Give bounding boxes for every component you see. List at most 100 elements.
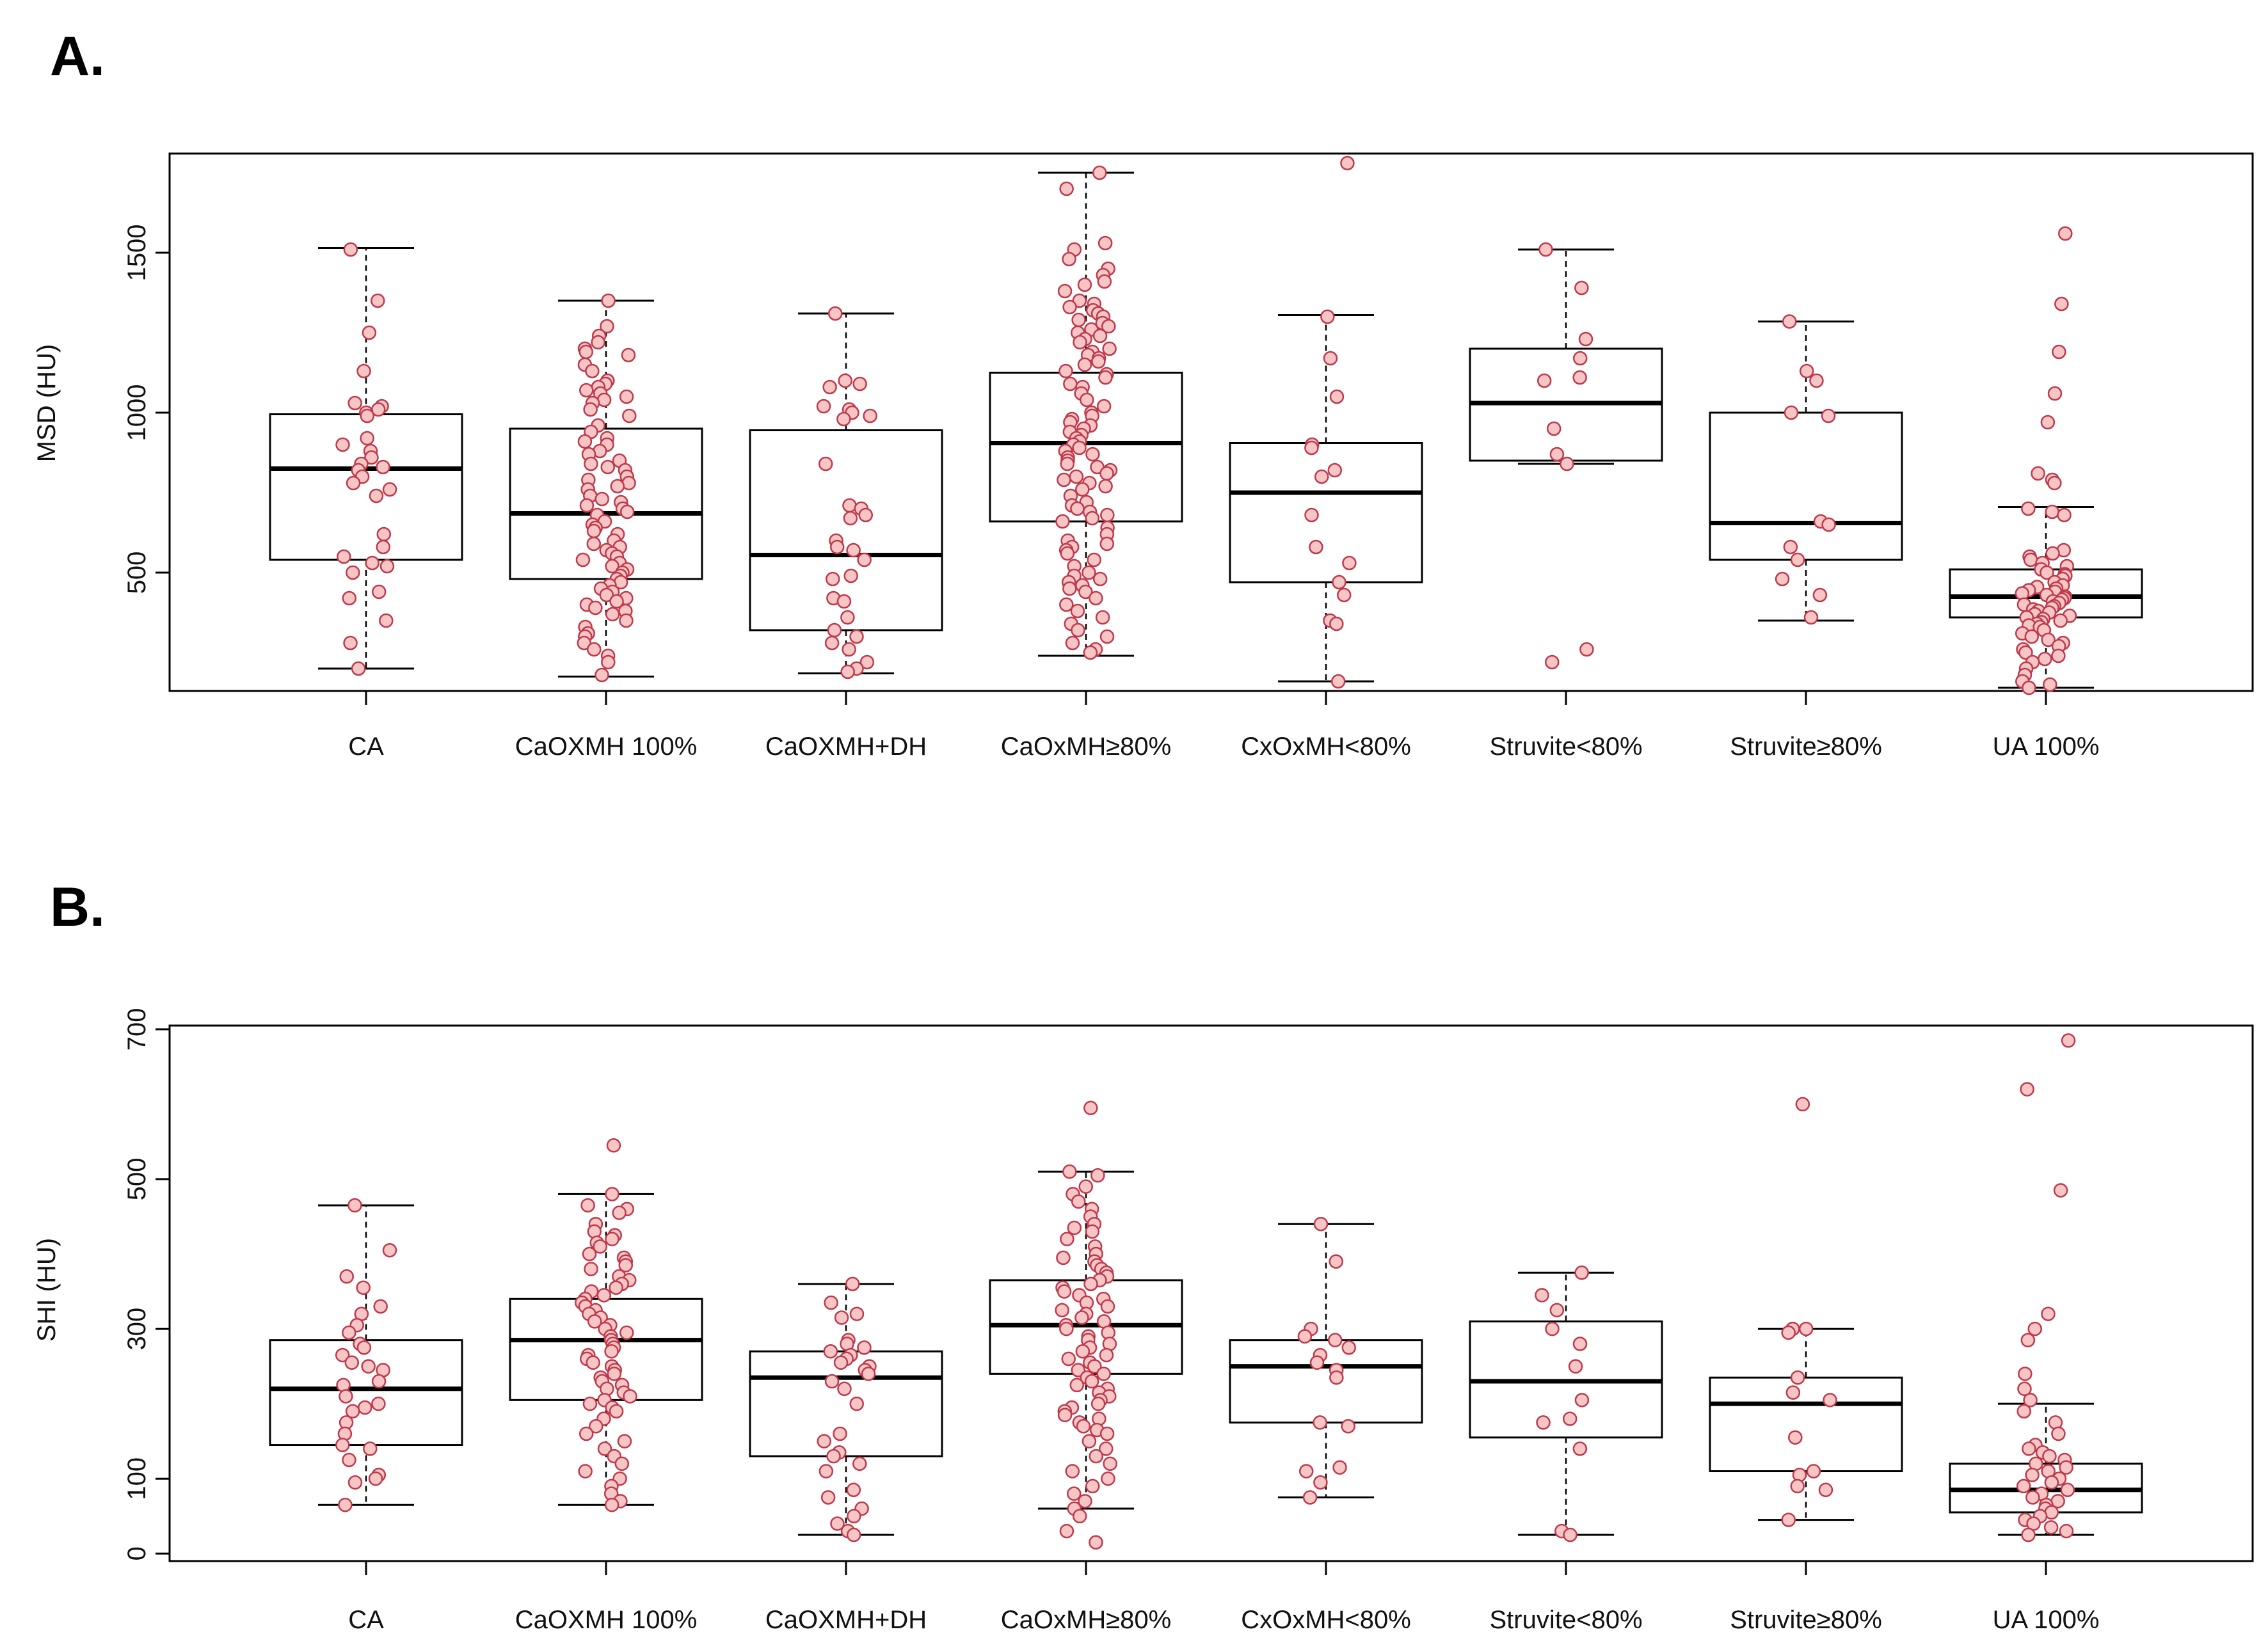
data-point <box>1099 1347 1114 1363</box>
data-point <box>1091 354 1106 369</box>
data-point <box>852 1456 867 1472</box>
data-point <box>376 527 392 542</box>
data-point <box>1083 1100 1098 1116</box>
data-point <box>360 431 374 446</box>
data-point <box>587 1314 602 1329</box>
data-point <box>1071 623 1085 638</box>
x-tick-label: CaOXMH+DH <box>765 1606 927 1634</box>
data-point <box>1076 1419 1091 1434</box>
data-point <box>371 1396 386 1411</box>
data-point <box>575 552 591 567</box>
data-point <box>816 399 831 414</box>
data-point <box>347 1475 363 1490</box>
data-point <box>619 1325 634 1340</box>
data-point <box>1066 1486 1082 1501</box>
data-point <box>1330 674 1346 689</box>
data-point <box>827 623 842 638</box>
data-point <box>1071 1363 1086 1377</box>
data-point <box>826 1448 841 1464</box>
data-point <box>1788 1430 1803 1445</box>
data-point <box>595 667 609 683</box>
data-point <box>1057 283 1073 299</box>
data-point <box>382 1242 397 1258</box>
data-point <box>2020 1082 2034 1097</box>
data-point <box>1057 472 1071 488</box>
data-point <box>1782 314 1797 329</box>
data-point <box>339 1269 354 1284</box>
data-point <box>605 607 620 622</box>
data-point <box>610 479 625 494</box>
data-point <box>577 635 592 651</box>
data-point <box>2053 613 2068 628</box>
data-point <box>373 1299 388 1314</box>
data-point <box>2016 1404 2031 1419</box>
y-tick-label: 700 <box>123 1008 151 1051</box>
data-point <box>1098 370 1113 385</box>
data-point <box>2041 1306 2056 1321</box>
data-point <box>335 1347 350 1363</box>
data-point <box>2053 1183 2068 1198</box>
data-point <box>619 613 634 628</box>
data-point <box>826 571 840 587</box>
data-point <box>577 434 593 449</box>
data-point <box>587 642 602 657</box>
data-point <box>1313 1415 1327 1430</box>
data-point <box>618 1258 633 1273</box>
data-point <box>2051 648 2066 663</box>
data-point <box>2020 1333 2036 1347</box>
data-point <box>345 1404 360 1419</box>
data-point <box>1809 373 1824 388</box>
data-point <box>339 1389 353 1404</box>
y-tick-label: 1000 <box>123 385 151 441</box>
data-point <box>1065 635 1080 651</box>
data-point <box>1304 440 1319 456</box>
y-tick-label: 1500 <box>123 225 151 282</box>
data-point <box>371 1374 387 1389</box>
data-point <box>1783 539 1798 555</box>
data-point <box>582 1246 597 1262</box>
data-point <box>585 363 600 379</box>
data-point <box>836 594 852 609</box>
data-point <box>1812 587 1828 603</box>
data-point <box>847 1509 861 1524</box>
data-point <box>836 411 851 427</box>
data-point <box>360 408 375 424</box>
data-point <box>363 1441 378 1456</box>
data-point <box>1537 373 1552 388</box>
data-point <box>1329 616 1344 631</box>
data-point <box>1089 1535 1103 1550</box>
data-point <box>604 1497 619 1512</box>
data-point <box>1327 463 1343 478</box>
data-point <box>2054 296 2069 312</box>
data-point <box>1090 1168 1105 1183</box>
data-point <box>846 543 861 558</box>
data-point <box>605 1187 619 1202</box>
data-point <box>2058 226 2073 241</box>
data-point <box>1073 335 1087 350</box>
data-point <box>1090 1396 1106 1411</box>
data-point <box>1072 440 1087 456</box>
data-point <box>1074 482 1090 497</box>
data-point <box>1313 1475 1328 1490</box>
data-point <box>2059 1460 2073 1475</box>
data-point <box>1536 1415 1551 1430</box>
x-tick-label: CaOxMH≥80% <box>1001 733 1171 761</box>
data-point <box>1082 1434 1097 1448</box>
y-tick-label: 0 <box>123 1546 151 1560</box>
data-point <box>584 1262 598 1276</box>
data-point <box>1100 1299 1115 1314</box>
box <box>1709 411 1903 561</box>
data-point <box>1341 1419 1355 1434</box>
data-point <box>1562 1411 1577 1426</box>
data-point <box>586 536 602 551</box>
data-point <box>607 1367 622 1381</box>
data-point <box>347 395 362 411</box>
data-point <box>1821 408 1836 424</box>
panel-b-label: B. <box>50 877 105 938</box>
data-point <box>1059 1523 1074 1539</box>
data-point <box>818 456 833 472</box>
x-tick-label: CxOxMH<80% <box>1241 1606 1411 1634</box>
data-point <box>1790 1370 1805 1385</box>
data-point <box>857 552 872 567</box>
